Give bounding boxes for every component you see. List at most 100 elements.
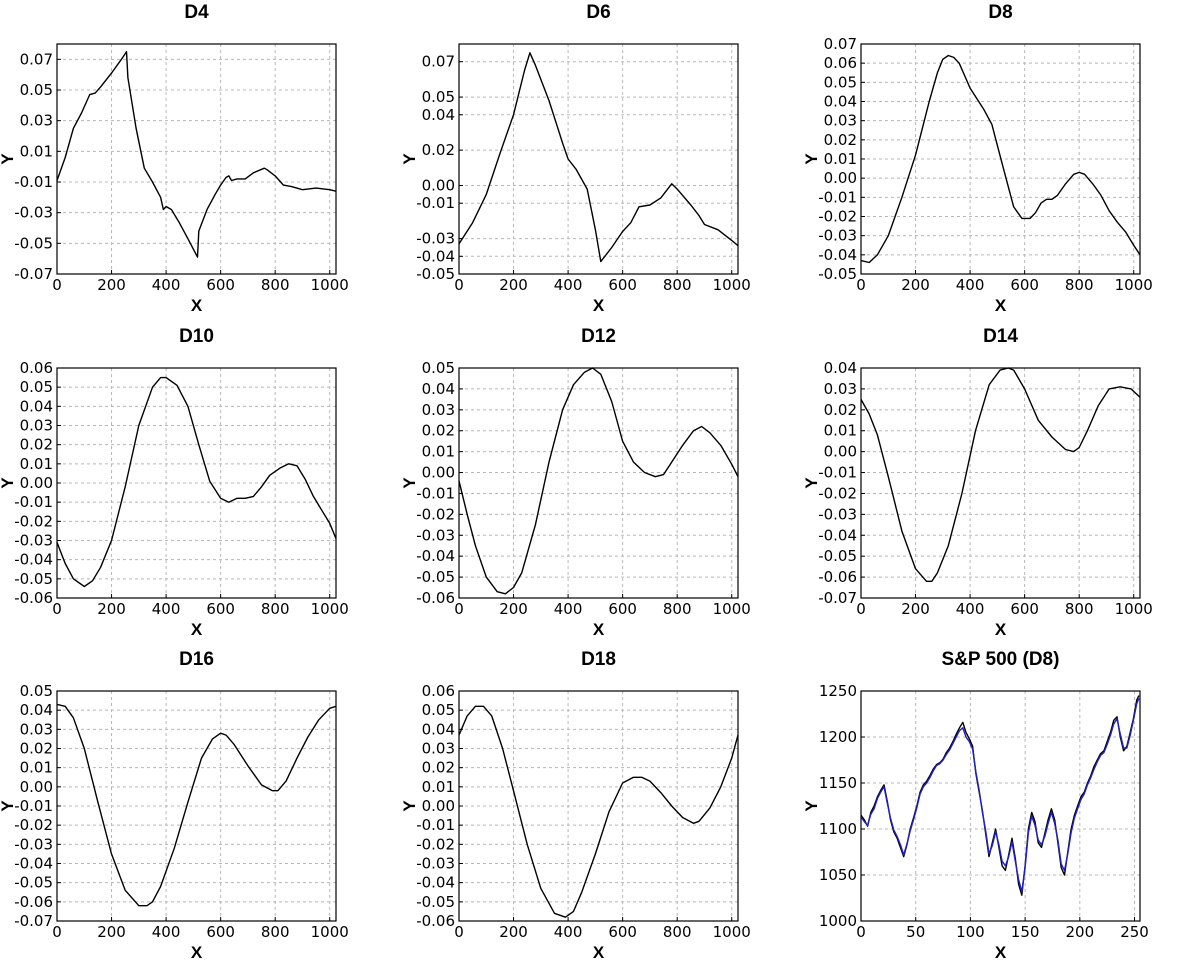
y-tick-label: 0.04 (422, 106, 455, 124)
y-tick-label: -0.06 (14, 893, 53, 911)
x-tick-label: 400 (554, 923, 583, 941)
y-tick-label: 0.02 (422, 759, 455, 777)
y-tick-label: 0.05 (422, 88, 455, 106)
x-tick-label: 0 (856, 600, 866, 618)
y-tick-label: -0.05 (416, 265, 455, 283)
x-axis-label: X (995, 620, 1007, 639)
plot-frame (458, 367, 739, 599)
series-line-0 (56, 376, 337, 588)
chart-d16: 0 200 400 600 800 1000 -0.07-0.06-0.05-0.04 -0.… (0, 649, 349, 962)
x-axis-label: X (191, 943, 203, 962)
y-tick-label: -0.06 (818, 568, 857, 586)
x-tick-label: 400 (554, 600, 583, 618)
y-tick-label: 0.00 (824, 443, 857, 461)
x-tick-label: 600 (608, 600, 637, 618)
y-tick-label: 0.04 (422, 720, 455, 738)
y-tick-label: -0.05 (14, 234, 53, 252)
y-tick-label: 0.03 (20, 417, 53, 435)
x-tick-label: 1000 (713, 276, 751, 294)
x-tick-label: 600 (1010, 276, 1039, 294)
x-tick-label: 200 (901, 276, 930, 294)
chart-title: D4 (184, 2, 209, 23)
chart-d18: 0 200 400 600 800 1000 -0.06-0.05-0.04-0.03 -0.… (400, 649, 751, 962)
y-axis-label: Y (400, 800, 419, 812)
y-tick-label: 1250 (819, 682, 857, 700)
series-line-0 (458, 52, 739, 263)
x-tick-label: 0 (454, 276, 464, 294)
y-tick-label: -0.01 (14, 173, 53, 191)
series-line-0 (56, 703, 337, 907)
y-tick-label: -0.07 (818, 589, 857, 607)
y-tick-label: 0.02 (422, 422, 455, 440)
x-tick-label: 600 (206, 600, 235, 618)
chart-d6: 0 200 400 600 800 1000-0.05-0.04-0.03-0.010.0… (400, 2, 751, 315)
y-tick-label: -0.01 (818, 464, 857, 482)
y-tick-label: 0.00 (422, 464, 455, 482)
plot-frame (860, 690, 1141, 922)
x-tick-label: 1000 (1115, 600, 1153, 618)
x-tick-label: 400 (956, 276, 985, 294)
y-tick-label: -0.06 (416, 912, 455, 930)
x-tick-label: 800 (1065, 600, 1094, 618)
x-axis-label: X (191, 296, 203, 315)
y-tick-label: 0.00 (422, 797, 455, 815)
x-tick-label: 200 (499, 600, 528, 618)
y-tick-label: 0.04 (20, 397, 53, 415)
y-tick-label: -0.04 (14, 855, 53, 873)
y-tick-label: -0.03 (14, 532, 53, 550)
x-tick-label: 0 (52, 923, 62, 941)
y-tick-label: 0.06 (824, 54, 857, 72)
y-tick-label: -0.04 (14, 551, 53, 569)
series-line-0 (458, 705, 739, 918)
y-tick-label: 1150 (819, 774, 857, 792)
y-tick-label: -0.06 (416, 589, 455, 607)
y-tick-label: -0.01 (416, 484, 455, 502)
y-tick-label: -0.04 (416, 874, 455, 892)
y-tick-label: 0.02 (422, 141, 455, 159)
x-tick-label: 1000 (1115, 276, 1153, 294)
plot-frame (860, 367, 1141, 599)
series-line-0 (458, 367, 739, 595)
y-tick-label: -0.03 (818, 505, 857, 523)
y-tick-label: 0.05 (824, 73, 857, 91)
y-tick-label: 0.03 (422, 740, 455, 758)
x-tick-label: 200 (901, 600, 930, 618)
x-axis-label: X (593, 943, 605, 962)
y-tick-label: 1100 (819, 820, 857, 838)
y-tick-label: -0.05 (818, 547, 857, 565)
x-tick-label: 200 (499, 923, 528, 941)
chart-title: D16 (179, 649, 214, 670)
x-tick-label: 0 (454, 600, 464, 618)
x-tick-label: 1000 (713, 923, 751, 941)
y-tick-label: -0.04 (818, 526, 857, 544)
x-tick-label: 600 (608, 923, 637, 941)
x-axis-label: X (995, 296, 1007, 315)
x-tick-label: 0 (856, 923, 866, 941)
y-axis-label: Y (0, 800, 17, 812)
series-line-0 (56, 51, 337, 258)
y-tick-label: -0.03 (416, 526, 455, 544)
y-tick-label: 0.04 (824, 359, 857, 377)
y-tick-label: -0.05 (416, 893, 455, 911)
series-line-0 (860, 367, 1141, 582)
series-line-0 (860, 54, 1141, 264)
y-tick-label: 0.03 (20, 720, 53, 738)
x-tick-label: 600 (1010, 600, 1039, 618)
y-tick-label: 0.01 (422, 443, 455, 461)
y-tick-label: -0.05 (818, 265, 857, 283)
y-axis-label: Y (802, 800, 821, 812)
y-tick-label: 0.03 (20, 112, 53, 130)
y-tick-label: -0.02 (416, 505, 455, 523)
y-tick-label: 0.01 (824, 150, 857, 168)
y-tick-label: -0.01 (14, 493, 53, 511)
y-tick-label: -0.03 (416, 855, 455, 873)
y-tick-label: 0.06 (20, 359, 53, 377)
x-tick-label: 800 (663, 923, 692, 941)
y-axis-label: Y (400, 477, 419, 489)
y-tick-label: -0.04 (416, 247, 455, 265)
x-tick-label: 0 (454, 923, 464, 941)
x-tick-label: 1000 (713, 600, 751, 618)
series-line-0 (860, 695, 1140, 896)
x-tick-label: 800 (663, 600, 692, 618)
